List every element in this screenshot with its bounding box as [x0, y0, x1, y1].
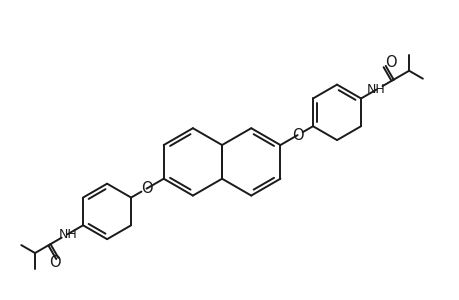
Text: O: O	[384, 56, 396, 70]
Text: O: O	[50, 255, 61, 270]
Text: O: O	[140, 181, 152, 196]
Text: NH: NH	[366, 83, 385, 96]
Text: NH: NH	[58, 228, 77, 241]
Text: O: O	[291, 128, 303, 142]
